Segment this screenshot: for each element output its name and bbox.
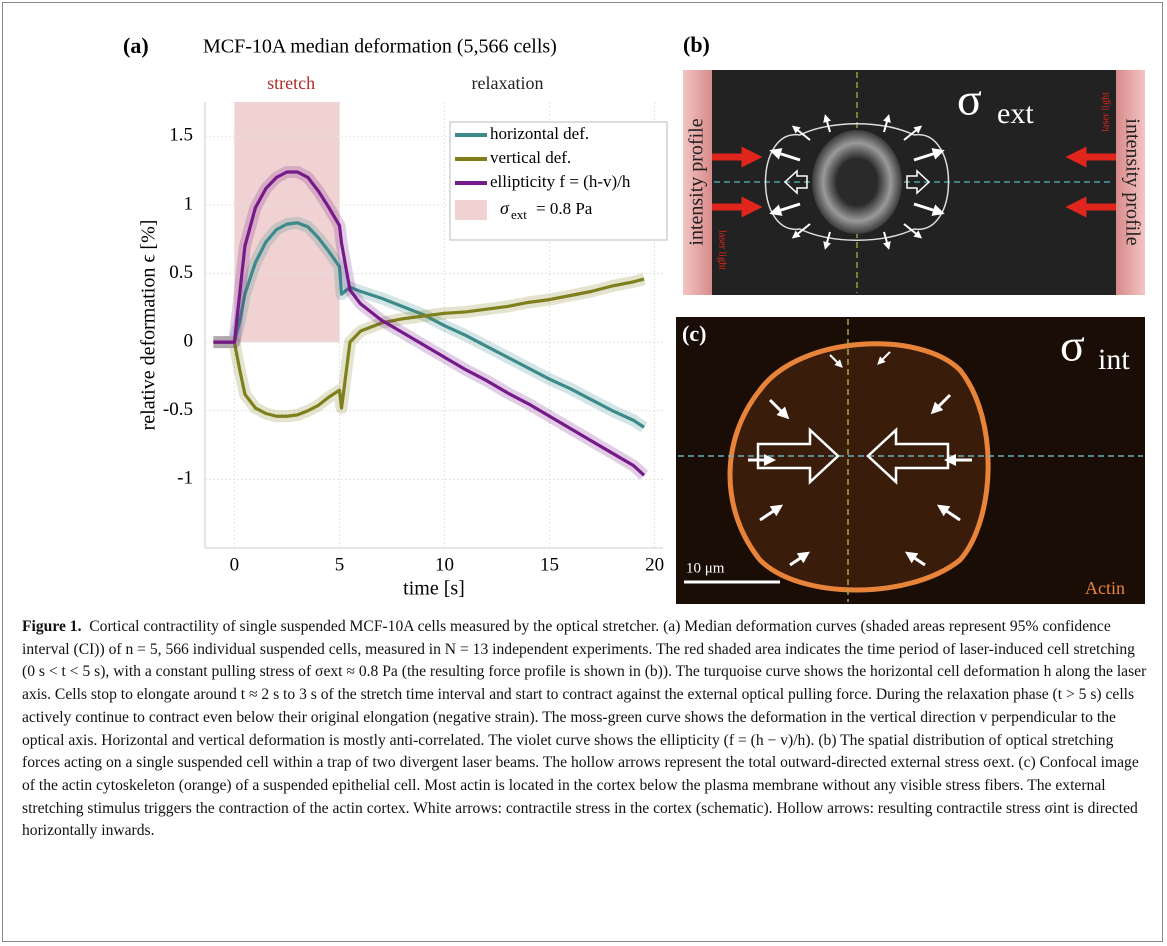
series-line [213, 277, 645, 418]
y-tick-label: -0.5 [163, 399, 193, 420]
stress-symbol: σ [1060, 320, 1085, 371]
legend-label: σ [500, 198, 510, 218]
x-tick-label: 20 [645, 554, 664, 575]
legend-label: horizontal def. [490, 124, 589, 143]
laser-label: laser light [1100, 92, 1111, 132]
stain-label: Actin [1085, 578, 1125, 598]
series-line [213, 170, 646, 477]
profile-label: intensity profile [1121, 118, 1143, 245]
profile-label: intensity profile [686, 118, 708, 245]
stress-subscript: int [1098, 343, 1130, 376]
legend-label: ext [511, 207, 527, 222]
scale-label: 10 μm [686, 560, 725, 576]
legend-label: ellipticity f = (h-v)/h [490, 172, 631, 191]
caption-text: Cortical contractility of single suspend… [22, 618, 1147, 840]
panel-b-image [683, 70, 1145, 295]
plot: -1 -0.5 0 0.5 1 1.5 0 5 10 15 20 stretch relaxation h… [163, 73, 668, 575]
x-tick-label: 15 [540, 554, 559, 575]
annotation: stretch [267, 73, 315, 93]
caption-label: Figure 1. [22, 618, 82, 635]
annotation: relaxation [472, 73, 544, 93]
stress-symbol: σ [957, 74, 982, 125]
x-axis-label: time [s] [403, 578, 465, 600]
legend-swatch [455, 200, 487, 220]
panel-label: (b) [683, 32, 710, 57]
figure: -1 -0.5 0 0.5 1 1.5 0 5 10 15 20 stretch relaxation h… [123, 32, 1145, 604]
x-tick-label: 0 [230, 554, 240, 575]
stress-subscript: ext [997, 97, 1034, 130]
x-tick-label: 10 [435, 554, 454, 575]
laser-label: laser light [717, 230, 728, 270]
y-tick-label: 1.5 [169, 125, 193, 146]
chart-title: MCF-10A median deformation (5,566 cells) [203, 36, 557, 58]
panel-label: (a) [123, 33, 149, 58]
caption: Figure 1. Cortical contractility of sing… [22, 616, 1148, 843]
panel-c-image [676, 317, 1145, 604]
y-tick-label: -1 [177, 468, 193, 489]
y-tick-label: 0 [184, 331, 194, 352]
legend-label: = 0.8 Pa [536, 199, 593, 218]
y-axis-label: relative deformation ϵ [%] [138, 220, 160, 431]
y-tick-label: 0.5 [169, 262, 193, 283]
legend-label: vertical def. [490, 148, 571, 167]
panel-label: (c) [682, 321, 706, 346]
x-tick-label: 5 [335, 554, 345, 575]
y-tick-label: 1 [184, 193, 194, 214]
